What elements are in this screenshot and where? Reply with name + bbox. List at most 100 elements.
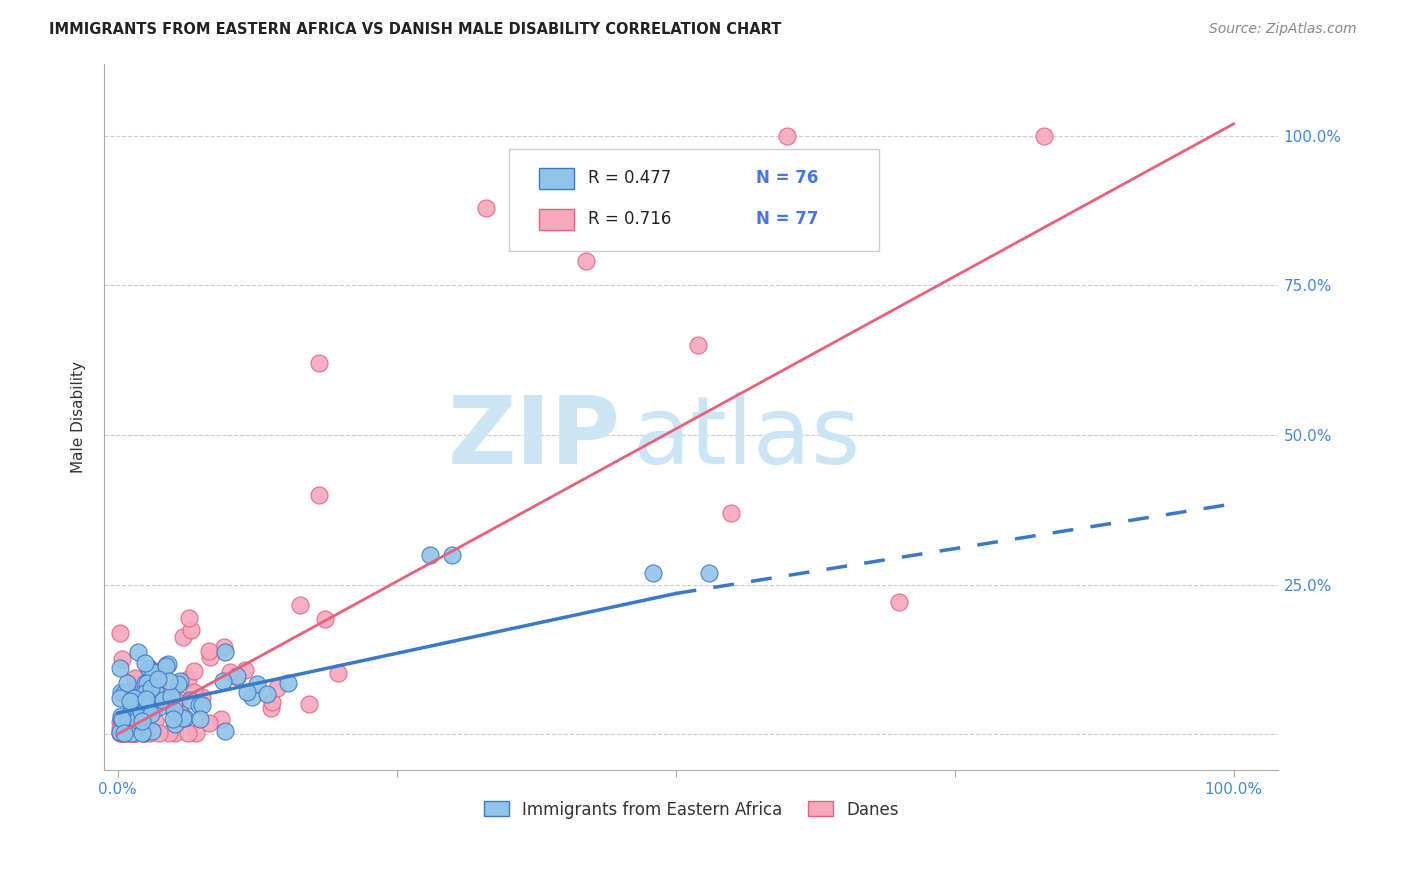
- Point: [720, 506, 742, 520]
- Point: [122, 691, 145, 706]
- Point: [165, 716, 187, 731]
- Text: R = 0.716: R = 0.716: [588, 211, 671, 228]
- Point: [143, 714, 166, 729]
- Point: [163, 702, 186, 716]
- Point: [138, 661, 160, 675]
- Point: [186, 726, 208, 740]
- Point: [157, 726, 180, 740]
- Point: [155, 659, 177, 673]
- Point: [686, 338, 709, 352]
- Point: [643, 566, 665, 580]
- Point: [108, 690, 131, 705]
- Point: [157, 657, 180, 671]
- Point: [145, 686, 167, 700]
- Point: [150, 663, 173, 677]
- Text: Source: ZipAtlas.com: Source: ZipAtlas.com: [1209, 22, 1357, 37]
- Text: atlas: atlas: [633, 392, 860, 484]
- Point: [776, 128, 799, 143]
- Point: [124, 696, 146, 710]
- Point: [183, 664, 205, 678]
- Point: [441, 548, 464, 562]
- Point: [134, 657, 156, 671]
- Point: [214, 723, 236, 738]
- Point: [167, 677, 190, 691]
- Point: [156, 693, 179, 707]
- Point: [128, 690, 150, 705]
- Point: [162, 712, 184, 726]
- Point: [120, 726, 142, 740]
- Point: [129, 676, 152, 690]
- Point: [328, 666, 350, 681]
- Point: [117, 726, 139, 740]
- Point: [108, 626, 131, 640]
- Point: [233, 663, 256, 677]
- Point: [139, 706, 162, 721]
- Point: [112, 686, 135, 700]
- Text: N = 76: N = 76: [756, 169, 818, 187]
- Point: [111, 712, 134, 726]
- Point: [108, 726, 131, 740]
- Point: [108, 714, 131, 729]
- Point: [256, 688, 278, 702]
- Point: [697, 566, 720, 580]
- Point: [127, 695, 149, 709]
- Point: [179, 693, 201, 707]
- Point: [172, 630, 194, 644]
- Point: [887, 595, 910, 609]
- Point: [183, 685, 205, 699]
- Point: [308, 488, 330, 502]
- Point: [156, 694, 179, 708]
- Point: [152, 693, 174, 707]
- Point: [226, 669, 249, 683]
- Point: [121, 698, 143, 712]
- Text: R = 0.477: R = 0.477: [588, 169, 671, 187]
- Point: [188, 712, 211, 726]
- Point: [419, 548, 441, 562]
- Point: [110, 712, 132, 726]
- Point: [219, 665, 242, 680]
- Bar: [538, 168, 574, 189]
- Point: [117, 685, 139, 699]
- Point: [1032, 128, 1054, 143]
- Point: [142, 665, 165, 679]
- Point: [127, 707, 149, 722]
- Point: [111, 726, 134, 740]
- Point: [131, 714, 153, 728]
- Point: [131, 690, 153, 705]
- Point: [240, 690, 263, 704]
- Bar: [538, 209, 574, 230]
- Point: [124, 726, 146, 740]
- Point: [118, 694, 141, 708]
- Point: [146, 672, 169, 686]
- Point: [135, 692, 157, 706]
- Point: [155, 657, 177, 672]
- Point: [111, 726, 134, 740]
- Point: [132, 726, 155, 740]
- Point: [124, 726, 146, 740]
- Point: [112, 726, 135, 740]
- Point: [172, 710, 194, 724]
- Point: [260, 701, 283, 715]
- Point: [138, 726, 160, 740]
- Point: [290, 598, 312, 612]
- Point: [134, 686, 156, 700]
- Legend: Immigrants from Eastern Africa, Danes: Immigrants from Eastern Africa, Danes: [478, 794, 905, 825]
- Point: [110, 718, 132, 732]
- Point: [165, 726, 187, 740]
- Point: [110, 685, 132, 699]
- Point: [176, 673, 198, 687]
- Point: [245, 676, 267, 690]
- Point: [135, 676, 157, 690]
- Point: [575, 254, 598, 268]
- Point: [209, 712, 232, 726]
- Y-axis label: Male Disability: Male Disability: [72, 361, 86, 473]
- Point: [146, 676, 169, 690]
- Point: [121, 726, 143, 740]
- Point: [180, 624, 202, 638]
- Point: [135, 726, 157, 740]
- Point: [115, 676, 138, 690]
- Point: [314, 612, 336, 626]
- Text: IMMIGRANTS FROM EASTERN AFRICA VS DANISH MALE DISABILITY CORRELATION CHART: IMMIGRANTS FROM EASTERN AFRICA VS DANISH…: [49, 22, 782, 37]
- Point: [266, 681, 288, 695]
- Point: [108, 726, 131, 740]
